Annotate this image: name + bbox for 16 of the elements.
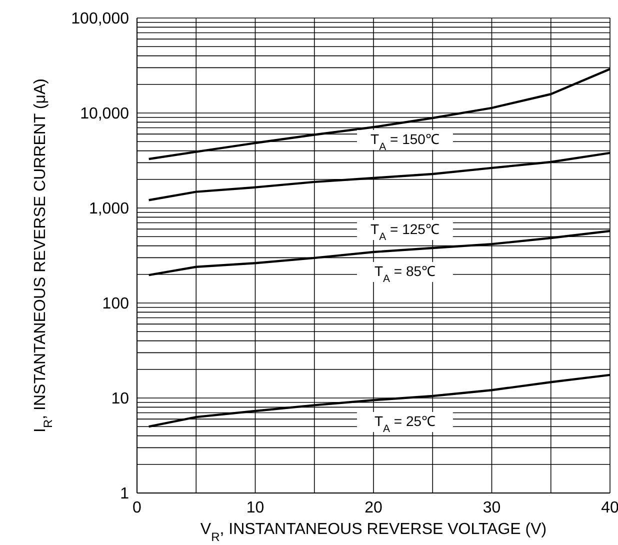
y-tick-label: 1,000: [88, 200, 130, 218]
y-tick-label: 10: [111, 390, 130, 408]
x-tick-label: 0: [132, 499, 142, 516]
y-tick-label: 1: [120, 486, 130, 503]
x-tick-label: 10: [246, 499, 264, 516]
annotation: T$_{A}$ = 150℃: [370, 131, 440, 153]
y-tick-label: 100: [102, 296, 130, 313]
x-tick-label: 40: [601, 499, 618, 516]
annotation: T$_{A}$ = 85℃: [374, 263, 436, 285]
annotation: T$_{A}$ = 25℃: [374, 413, 436, 435]
x-tick-label: 30: [482, 499, 501, 516]
x-tick-label: 20: [364, 499, 382, 516]
y-tick-label: 10,000: [80, 106, 130, 123]
x-axis-title: V$_{R}$, INSTANTANEOUS REVERSE VOLTAGE (V): [200, 521, 547, 544]
annotation: T$_{A}$ = 125℃: [370, 221, 440, 243]
y-tick-label: 100,000: [71, 10, 130, 28]
